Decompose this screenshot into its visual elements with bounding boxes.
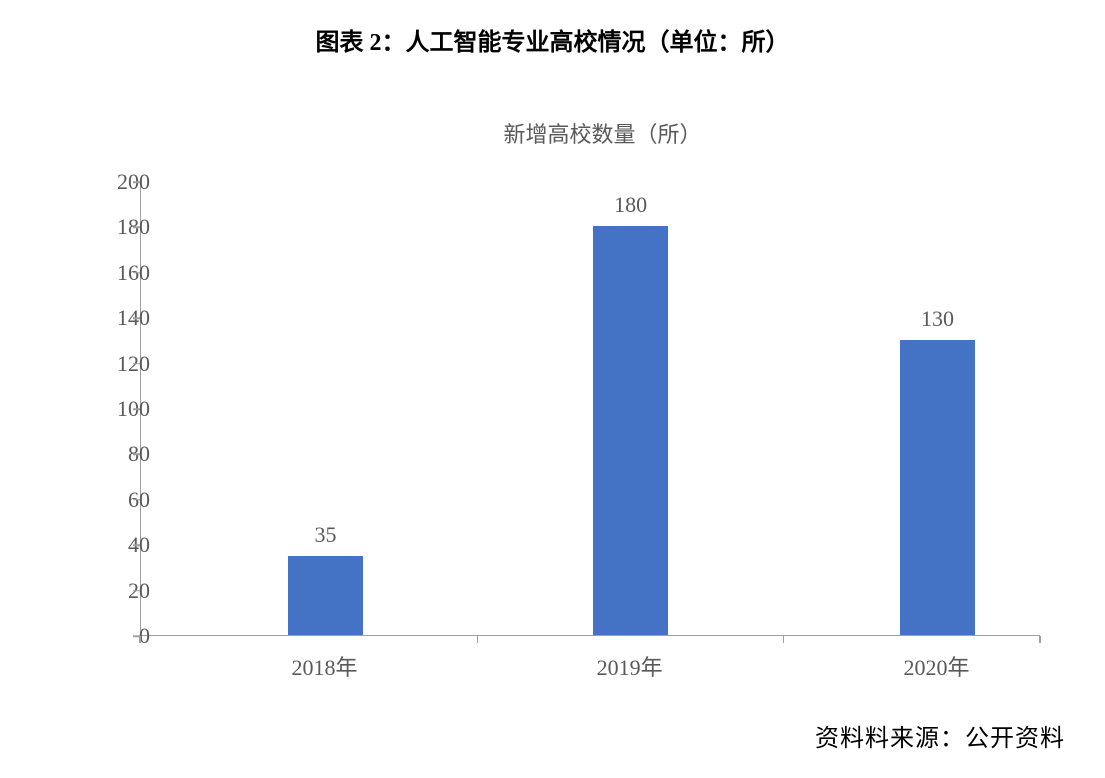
y-tick-mark (133, 499, 140, 501)
y-tick-label: 100 (90, 396, 150, 422)
y-tick-mark (133, 408, 140, 410)
bar (900, 340, 975, 635)
x-tick-label: 2018年 (291, 650, 357, 682)
y-tick-mark (133, 544, 140, 546)
plot-area: 35 180 130 (140, 182, 1040, 636)
y-tick-label: 60 (90, 487, 150, 513)
x-tick-label: 2020年 (903, 650, 969, 682)
y-tick-label: 80 (90, 441, 150, 467)
x-tick-label: 2019年 (597, 650, 663, 682)
chart-title: 图表 2：人工智能专业高校情况（单位：所） (0, 0, 1105, 57)
x-tick-mark (139, 636, 141, 643)
bar-value-label: 130 (921, 306, 954, 332)
y-tick-mark (133, 272, 140, 274)
x-tick-mark (1039, 636, 1041, 643)
y-tick-label: 180 (90, 214, 150, 240)
y-tick-label: 40 (90, 532, 150, 558)
y-tick-mark (133, 363, 140, 365)
y-tick-label: 0 (90, 623, 150, 649)
y-tick-label: 140 (90, 305, 150, 331)
y-tick-mark (133, 590, 140, 592)
x-tick-mark (477, 636, 479, 643)
y-tick-label: 200 (90, 169, 150, 195)
y-tick-label: 120 (90, 351, 150, 377)
y-tick-mark (133, 454, 140, 456)
chart-subtitle: 新增高校数量（所） (100, 117, 1105, 149)
y-tick-mark (133, 317, 140, 319)
bar (593, 226, 668, 635)
bar-value-label: 180 (614, 192, 647, 218)
source-text: 资料料来源：公开资料 (815, 718, 1065, 753)
y-tick-mark (133, 181, 140, 183)
y-tick-mark (133, 227, 140, 229)
y-tick-label: 20 (90, 578, 150, 604)
chart-area: 35180130 0204060801001201401601802002018… (60, 182, 1060, 636)
bar (288, 556, 363, 635)
y-tick-label: 160 (90, 260, 150, 286)
x-tick-mark (783, 636, 785, 643)
bar-value-label: 35 (315, 522, 337, 548)
